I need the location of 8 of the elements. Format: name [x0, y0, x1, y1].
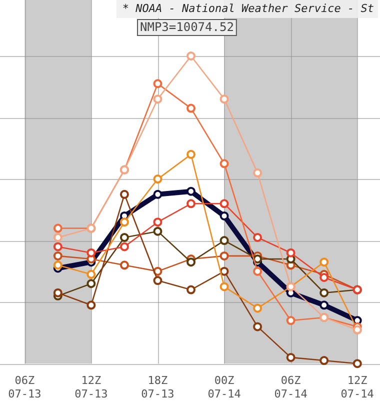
x-tick-label: 06Z 07-14 [274, 374, 308, 400]
x-tick-label: 18Z 07-13 [141, 374, 174, 400]
x-tick-label: 06Z 07-13 [8, 374, 42, 400]
x-tick-label: 12Z 07-13 [74, 374, 108, 400]
x-tick-label: 00Z 07-14 [208, 374, 242, 400]
x-tick-label: 12Z 07-14 [340, 374, 374, 400]
text: NMP3=10074.52 [140, 20, 234, 34]
chart-title: * NOAA - National Weather Service - St [122, 2, 374, 15]
